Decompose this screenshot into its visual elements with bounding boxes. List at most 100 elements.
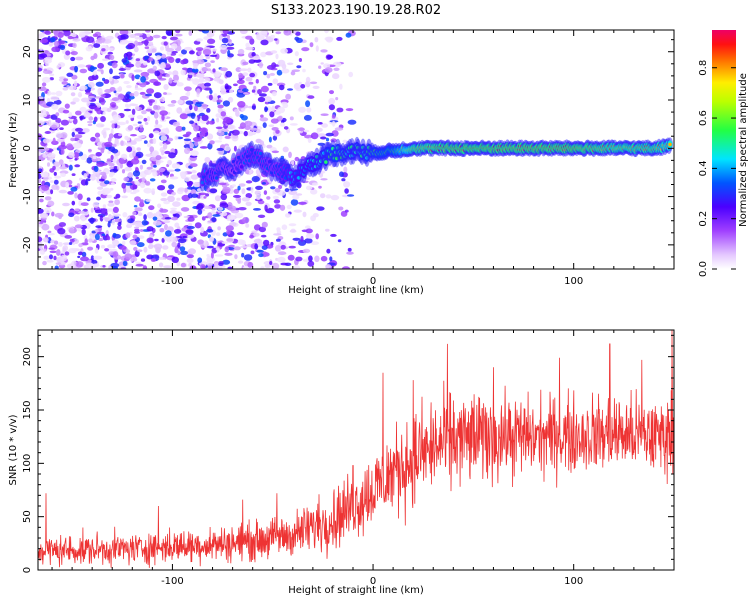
- spectrogram-cell: [159, 228, 165, 233]
- spectrogram-cell: [199, 127, 208, 134]
- spectrogram-cell: [118, 86, 123, 92]
- spectrogram-cell: [268, 124, 275, 127]
- spectrogram-cell: [217, 206, 224, 211]
- spectrogram-cell: [193, 74, 197, 77]
- spectrogram-cell: [190, 112, 196, 119]
- spectrogram-cell: [135, 176, 139, 180]
- spectrogram-cell: [121, 169, 126, 174]
- spectrogram-cell: [60, 172, 66, 177]
- spectrogram-cell: [151, 188, 155, 192]
- spectrogram-cell: [40, 172, 49, 178]
- spectrogram-cell: [304, 81, 311, 87]
- spectrogram-cell: [296, 65, 302, 69]
- spectrogram-cell: [71, 173, 76, 177]
- spectrogram-cell: [80, 256, 89, 262]
- spectrogram-cell: [186, 180, 194, 186]
- spectrogram-cell: [72, 142, 82, 149]
- spectrogram-cell: [248, 81, 254, 85]
- spectrogram-cell: [153, 81, 162, 86]
- spectrogram-cell: [177, 250, 181, 256]
- spectrogram-cell: [160, 62, 166, 67]
- spectrogram-cell: [245, 193, 253, 199]
- spectrogram-cell: [180, 59, 187, 65]
- spectrogram-cell: [108, 133, 114, 139]
- colorbar-tick-label: 0.6: [698, 110, 709, 126]
- spectrogram-cell: [78, 211, 85, 214]
- spectrogram-cell: [125, 249, 130, 254]
- spectrogram-cell: [234, 109, 239, 113]
- spectrogram-cell: [245, 46, 255, 51]
- spectrogram-cell: [207, 142, 213, 150]
- spectrogram-cell: [221, 265, 226, 268]
- spectrogram-cell: [95, 157, 102, 162]
- spectrogram-cell: [122, 260, 128, 267]
- spectrogram-cell: [307, 260, 315, 267]
- spectrogram-cell: [46, 152, 56, 158]
- spectrogram-cell: [185, 229, 194, 235]
- spectrogram-cell: [162, 245, 169, 250]
- spectrogram-cell: [114, 138, 119, 145]
- spectrogram-cell: [143, 214, 147, 221]
- spectrogram-cell: [134, 207, 143, 212]
- spectrogram-cell: [275, 31, 282, 35]
- spectrogram-cell: [311, 182, 319, 186]
- spectrogram-cell: [68, 152, 75, 158]
- spectrogram-cell: [240, 108, 246, 112]
- spectrogram-cell: [133, 40, 139, 47]
- spectrogram-cell: [214, 195, 221, 202]
- spectrogram-cell: [143, 117, 148, 122]
- spectrogram-cell: [270, 186, 276, 190]
- spectrogram-cell: [341, 178, 346, 182]
- spectrogram-cell: [239, 30, 248, 35]
- spectrogram-cell: [75, 110, 82, 116]
- spectrogram-cell: [161, 149, 165, 156]
- spectrogram-cell: [277, 59, 286, 67]
- spectrogram-cell: [253, 208, 261, 211]
- y-tick-label: 0: [22, 567, 33, 573]
- spectrogram-cell: [59, 166, 68, 170]
- spectrogram-cell: [38, 96, 44, 100]
- spectrogram-cell: [168, 56, 175, 64]
- spectrogram-cell: [219, 67, 228, 72]
- spectrogram-cell: [316, 206, 325, 211]
- spectrogram-cell: [130, 140, 137, 145]
- spectrogram-cell: [284, 188, 290, 193]
- spectrogram-cell: [149, 146, 155, 153]
- spectrogram-cell: [214, 263, 219, 269]
- spectrogram-cell: [198, 192, 207, 196]
- spectrogram-cell: [60, 119, 69, 126]
- spectrogram-cell: [157, 185, 166, 191]
- spectrogram-cell: [110, 154, 114, 161]
- spectrogram-cell: [141, 159, 147, 165]
- spectrogram-cell: [325, 132, 334, 137]
- spectrogram-cell: [45, 53, 52, 57]
- spectrogram-cell: [72, 97, 80, 103]
- spectrogram-cell: [155, 155, 162, 161]
- spectrogram-cell: [43, 255, 50, 260]
- spectrogram-cell: [233, 188, 240, 194]
- spectrogram-cell: [133, 69, 143, 73]
- spectrogram-cell: [283, 126, 289, 130]
- spectrogram-cell: [41, 184, 50, 191]
- spectrogram-cell: [184, 46, 193, 51]
- spectrogram-cell: [285, 213, 291, 218]
- spectrogram-cell: [44, 196, 52, 201]
- spectrogram-cell: [258, 93, 267, 97]
- spectrogram-cell: [189, 120, 194, 124]
- spectrogram-cell: [182, 67, 188, 71]
- spectrogram-cell: [176, 107, 183, 114]
- spectrogram-cell: [141, 220, 149, 226]
- spectrogram-cell: [49, 77, 54, 81]
- spectrogram-cell: [145, 30, 151, 33]
- spectrogram-cell: [253, 59, 262, 63]
- spectrogram-cell: [106, 107, 112, 113]
- spectrogram-cell: [253, 238, 263, 244]
- spectrogram-cell: [266, 65, 275, 70]
- spectrogram-cell: [249, 72, 256, 78]
- spectrogram-cell: [79, 116, 83, 121]
- spectrogram-cell: [102, 187, 112, 195]
- spectrogram-cell: [121, 182, 126, 189]
- spectrogram-cell: [242, 217, 250, 224]
- spectrogram-cell: [250, 186, 254, 193]
- spectrogram-cell: [220, 111, 227, 117]
